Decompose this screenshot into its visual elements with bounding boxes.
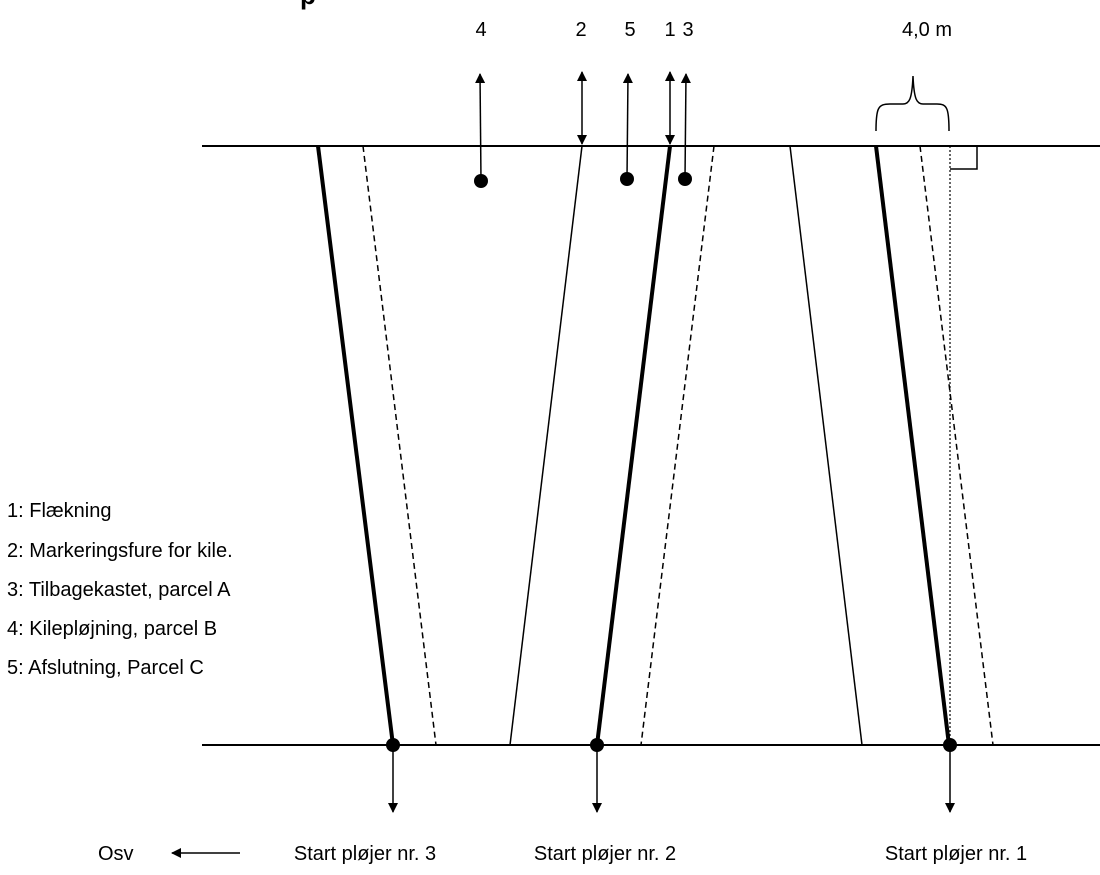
thick-furrow-line-2 xyxy=(595,145,672,746)
width-label: 4,0 m xyxy=(902,19,952,41)
thick-furrow-line-1 xyxy=(874,145,951,746)
marker-3 xyxy=(678,73,692,186)
start-marker-3 xyxy=(386,738,400,813)
width-brace xyxy=(875,75,950,132)
osv-label: Osv xyxy=(98,843,134,865)
label-number-4: 4 xyxy=(475,19,486,41)
right-angle-marker xyxy=(950,146,978,170)
thin-furrow-line-b xyxy=(789,145,863,746)
marker-5 xyxy=(620,73,634,186)
label-number-5: 5 xyxy=(624,19,635,41)
legend-item-3: 3: Tilbagekastet, parcel A xyxy=(7,579,231,601)
start-marker-2 xyxy=(590,738,604,813)
start-label-2: Start pløjer nr. 2 xyxy=(534,843,676,865)
legend-item-5: 5: Afslutning, Parcel C xyxy=(7,657,204,679)
dashed-furrow-line-1 xyxy=(919,145,994,746)
legend-item-1: 1: Flækning xyxy=(7,500,112,522)
dashed-furrow-line-2 xyxy=(640,145,715,746)
marker-4 xyxy=(474,73,488,188)
legend-item-2: 2: Markeringsfure for kile. xyxy=(7,540,233,562)
label-number-3: 3 xyxy=(682,19,693,41)
start-marker-1 xyxy=(943,738,957,813)
legend-item-4: 4: Kilepløjning, parcel B xyxy=(7,618,217,640)
thin-furrow-line-a xyxy=(509,145,583,746)
title-fragment: p xyxy=(300,0,316,10)
label-number-1: 1 xyxy=(664,19,675,41)
dashed-furrow-line-3 xyxy=(362,145,437,746)
start-label-1: Start pløjer nr. 1 xyxy=(885,843,1027,865)
start-label-3: Start pløjer nr. 3 xyxy=(294,843,436,865)
legend: 1: Flækning 2: Markeringsfure for kile. … xyxy=(7,500,233,679)
label-number-2: 2 xyxy=(575,19,586,41)
thick-furrow-line-3 xyxy=(316,145,395,746)
